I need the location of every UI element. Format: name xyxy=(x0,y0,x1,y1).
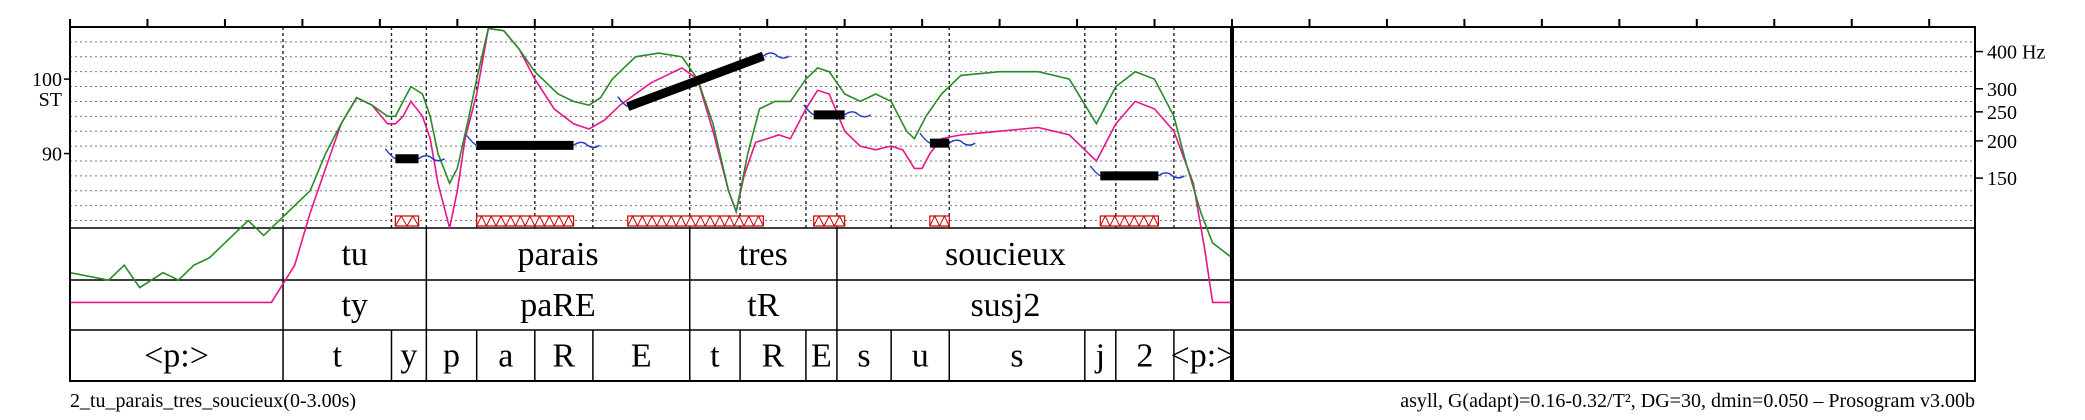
st-tick-label: 100 xyxy=(32,69,62,91)
nucleus-zigzag xyxy=(813,214,846,228)
phone-label: p xyxy=(443,338,460,375)
pitch-curve xyxy=(70,27,1232,289)
footer-settings: asyll, G(adapt)=0.16-0.32/T², DG=30, dmi… xyxy=(1400,390,1975,412)
phone-label: a xyxy=(498,338,513,375)
phone-label: E xyxy=(811,338,832,375)
plot-frame xyxy=(69,26,1976,382)
phone-label: u xyxy=(912,338,929,375)
pitch-fragment xyxy=(384,148,396,160)
phone-label: 2 xyxy=(1136,338,1153,375)
pitch-curve xyxy=(70,27,1232,304)
word-label: tres xyxy=(739,236,788,273)
nucleus-zigzag xyxy=(476,214,574,228)
nucleus-zigzag xyxy=(394,215,420,227)
pitch-fragment xyxy=(948,139,976,146)
nucleus-box xyxy=(394,215,420,227)
word-label: tu xyxy=(341,236,367,273)
hz-tick-label: 150 xyxy=(1987,168,2017,190)
word-label: soucieux xyxy=(945,236,1066,273)
nucleus-box xyxy=(476,215,575,227)
phone-label: j xyxy=(1095,338,1105,375)
phone-label: t xyxy=(333,338,343,375)
syllable-label: tR xyxy=(747,287,779,324)
st-unit-label: ST xyxy=(39,89,62,111)
pitch-fragment xyxy=(762,52,790,59)
pitch-fragment xyxy=(466,134,478,146)
outer-frame xyxy=(69,26,1976,382)
pitch-fragment xyxy=(919,132,931,144)
hz-tick-label: 400 Hz xyxy=(1987,42,2045,64)
pitch-fragment xyxy=(844,111,872,118)
hz-tick-label: 250 xyxy=(1987,102,2017,124)
phone-label: R xyxy=(553,338,576,375)
pitch-fragment xyxy=(418,155,445,162)
word-label: parais xyxy=(517,236,598,273)
pitch-fragment xyxy=(1089,165,1101,177)
stylized-nucleus xyxy=(626,51,765,111)
syllable-label: susj2 xyxy=(970,287,1040,324)
nucleus-zigzag xyxy=(627,214,764,228)
grid-lines xyxy=(70,27,1975,228)
nucleus-zigzag xyxy=(929,214,950,228)
syllable-label: ty xyxy=(341,287,367,324)
phone-label: t xyxy=(710,338,720,375)
pitch-fragment xyxy=(573,141,600,149)
stylized-nuclei xyxy=(384,51,1185,228)
pitch-fragment xyxy=(1157,172,1185,179)
footer-filename: 2_tu_parais_tres_soucieux(0-3.00s) xyxy=(70,390,356,412)
phone-label: R xyxy=(762,338,785,375)
phone-label: E xyxy=(631,338,652,375)
hz-tick-label: 200 xyxy=(1987,131,2017,153)
hz-tick-label: 300 xyxy=(1987,79,2017,101)
phone-label: <p:> xyxy=(144,338,209,375)
phone-label: y xyxy=(400,338,417,375)
phone-label: s xyxy=(857,338,870,375)
syllable-label: paRE xyxy=(520,287,596,324)
phone-label: <p:> xyxy=(1171,338,1236,375)
nucleus-zigzag xyxy=(1099,214,1159,228)
pitch-fragment xyxy=(803,104,815,116)
phone-label: s xyxy=(1010,338,1023,375)
pitch-curves xyxy=(70,27,1232,304)
pitch-fragment xyxy=(617,96,629,108)
st-tick-label: 90 xyxy=(42,144,62,166)
